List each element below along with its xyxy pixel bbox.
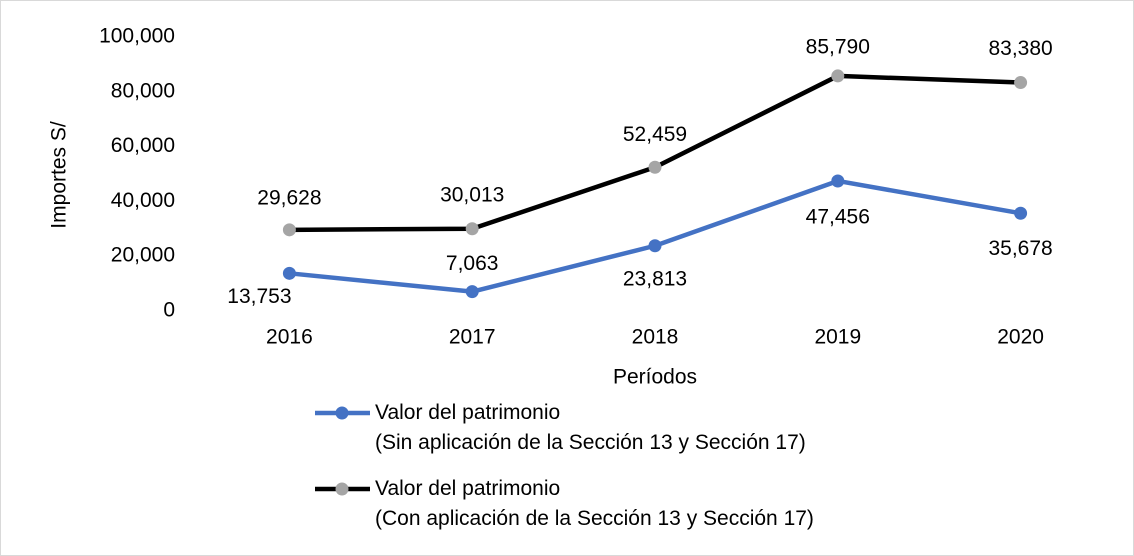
x-tick-label: 2020 (997, 326, 1044, 349)
series-line (289, 73, 1021, 233)
marker (648, 239, 662, 253)
x-tick-label: 2018 (632, 326, 679, 349)
y-tick-label: 60,000 (111, 134, 175, 157)
marker (282, 266, 296, 280)
x-tick-label: 2016 (266, 326, 313, 349)
y-tick-label: 0 (163, 299, 175, 322)
marker (1014, 206, 1028, 220)
y-axis-label: Importes S/ (48, 121, 71, 229)
data-label: 23,813 (623, 267, 687, 290)
data-label: 35,678 (988, 237, 1052, 260)
legend-marker (335, 406, 349, 420)
data-label: 47,456 (806, 206, 870, 229)
y-tick-label: 80,000 (111, 79, 175, 102)
marker (465, 285, 479, 299)
legend-label: Valor del patrimonio (Sin aplicación de … (375, 401, 806, 454)
data-label: 13,753 (227, 285, 291, 308)
marker (282, 223, 296, 237)
data-label: 30,013 (440, 183, 504, 206)
data-label: 7,063 (446, 252, 499, 275)
y-tick-label: 20,000 (111, 244, 175, 267)
y-tick-label: 40,000 (111, 189, 175, 212)
marker (465, 222, 479, 236)
marker (831, 174, 845, 188)
legend-label: Valor del patrimonio (Con aplicación de … (375, 477, 814, 530)
marker (1014, 76, 1028, 90)
marker (831, 69, 845, 83)
x-tick-label: 2019 (814, 326, 861, 349)
legend-marker (335, 482, 349, 496)
x-axis-label: Períodos (613, 366, 697, 389)
x-tick-label: 2017 (449, 326, 496, 349)
data-label: 29,628 (257, 186, 321, 209)
y-tick-label: 100,000 (99, 25, 175, 48)
marker (648, 160, 662, 174)
data-label: 83,380 (988, 37, 1052, 60)
data-label: 85,790 (806, 35, 870, 58)
data-label: 52,459 (623, 123, 687, 146)
